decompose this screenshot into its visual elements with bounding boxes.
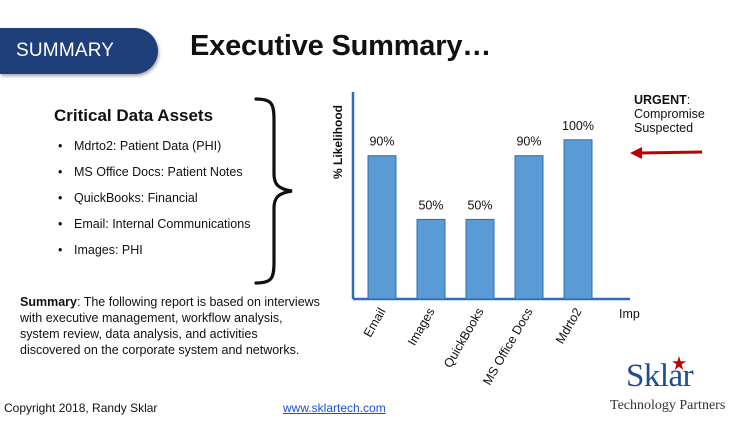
asset-label: Mdrto2: Patient Data (PHI) — [74, 139, 222, 153]
chart-bar — [563, 139, 593, 300]
list-item: • QuickBooks: Financial — [58, 190, 250, 216]
urgent-callout: URGENT: Compromise Suspected — [634, 93, 705, 135]
urgent-colon: : — [686, 93, 691, 107]
asset-label: MS Office Docs: Patient Notes — [74, 165, 243, 179]
bar-value-label: 50% — [418, 198, 443, 212]
chart-bar — [465, 218, 495, 300]
bullet: • — [58, 217, 63, 231]
summary-badge: SUMMARY — [0, 28, 158, 74]
chart-bar — [416, 218, 446, 300]
urgent-line-2: Compromise — [634, 107, 705, 121]
logo-wordmark: Sklar — [626, 358, 694, 394]
website-link[interactable]: www.sklartech.com — [283, 401, 386, 415]
curly-brace-icon — [254, 97, 293, 285]
summary-label: Summary — [20, 295, 77, 309]
page-title: Executive Summary… — [190, 30, 492, 62]
chart-bar — [367, 155, 397, 300]
summary-paragraph: Summary: The following report is based o… — [20, 294, 320, 358]
company-logo: Sklar Technology Partners — [606, 356, 736, 422]
x-tick-label: MS Office Docs — [480, 306, 535, 388]
bullet: • — [58, 139, 63, 153]
copyright-text: Copyright 2018, Randy Sklar — [4, 401, 158, 415]
x-tick-label: QuickBooks — [441, 306, 486, 371]
list-item: • MS Office Docs: Patient Notes — [58, 164, 250, 190]
urgent-line-3: Suspected — [634, 121, 694, 135]
bar-value-label: 100% — [562, 119, 594, 133]
likelihood-bar-chart: % Likelihood Impact 90% Email 50% Images 50% Qu… — [331, 92, 640, 388]
summary-body: : The following report is based on inter… — [20, 295, 320, 357]
x-tick-label: Email — [361, 306, 389, 340]
x-tick-label: Mdrto2 — [553, 305, 585, 346]
urgent-keyword: URGENT — [634, 93, 687, 107]
bar-value-label: 50% — [467, 198, 492, 212]
bar-value-label: 90% — [516, 135, 541, 149]
left-arrow-icon — [630, 147, 703, 159]
x-axis-label: Impact — [619, 307, 640, 321]
assets-heading: Critical Data Assets — [54, 106, 214, 125]
asset-label: QuickBooks: Financial — [74, 191, 198, 205]
logo-tagline: Technology Partners — [610, 398, 726, 413]
x-tick-label: Images — [405, 306, 438, 349]
star-icon — [672, 356, 686, 370]
bullet: • — [58, 191, 63, 205]
bar-value-label: 90% — [369, 135, 394, 149]
chart-bar — [514, 155, 544, 300]
bullet: • — [58, 243, 63, 257]
asset-list: • Mdrto2: Patient Data (PHI) • MS Office D… — [58, 138, 250, 268]
list-item: • Images: PHI — [58, 242, 250, 268]
list-item: • Mdrto2: Patient Data (PHI) — [58, 138, 250, 164]
y-axis-label: % Likelihood — [331, 105, 345, 179]
asset-label: Images: PHI — [74, 243, 143, 257]
bullet: • — [58, 165, 63, 179]
asset-label: Email: Internal Communications — [74, 217, 251, 231]
list-item: • Email: Internal Communications — [58, 216, 250, 242]
